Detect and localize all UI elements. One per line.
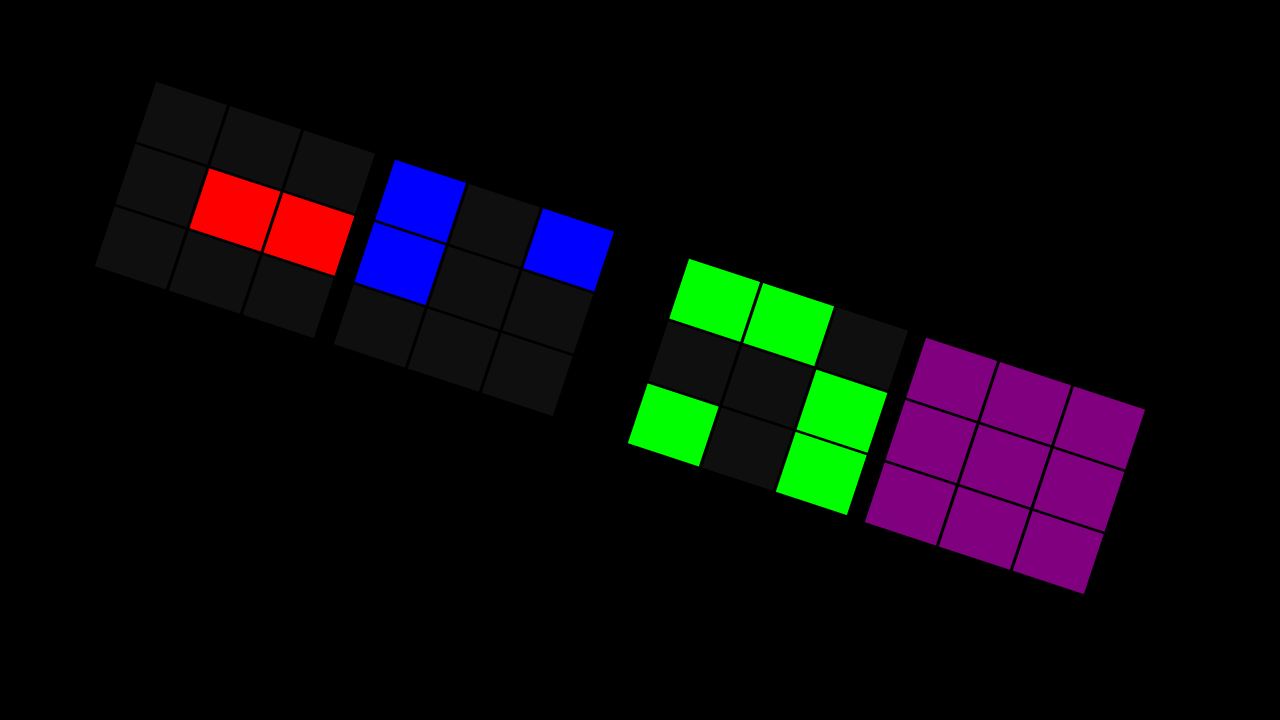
grid-cell-0-0[interactable] [136,81,228,165]
grid-cell-0-2[interactable] [523,208,615,292]
grid-cell-1-1[interactable] [959,424,1051,508]
grid-cell-2-0[interactable] [627,383,719,467]
grid-cell-2-0[interactable] [94,206,186,290]
grid-cell-2-1[interactable] [938,486,1030,570]
grid-cell-0-2[interactable] [284,130,376,214]
grid-cell-0-2[interactable] [817,307,909,391]
grid-cell-1-0[interactable] [115,144,207,228]
grid-cell-0-0[interactable] [906,337,998,421]
grid-cell-0-0[interactable] [669,258,761,342]
grid-cell-2-2[interactable] [481,332,573,417]
grid-cell-2-2[interactable] [775,431,867,516]
grid-cell-0-1[interactable] [980,362,1072,446]
grid-cell-1-1[interactable] [189,168,281,252]
grid-cell-2-1[interactable] [701,407,793,491]
grid-cell-0-1[interactable] [743,283,835,367]
grid-cell-1-1[interactable] [428,246,520,330]
grid-cell-2-0[interactable] [333,284,425,368]
purple-grid [864,337,1146,595]
red-grid [94,81,376,339]
grid-cell-2-2[interactable] [242,254,334,339]
grid-cell-0-1[interactable] [210,106,302,190]
grid-cell-2-0[interactable] [864,462,956,546]
grid-cell-1-1[interactable] [722,345,814,429]
grid-cell-2-2[interactable] [1012,510,1104,595]
grid-cell-0-2[interactable] [1054,386,1146,470]
grid-cell-2-1[interactable] [407,308,499,392]
grid-cell-1-0[interactable] [648,321,740,405]
green-grid [627,258,909,516]
grid-cell-0-0[interactable] [375,159,467,243]
grid-cell-1-0[interactable] [354,222,446,306]
blue-grid [333,159,615,417]
grid-cell-0-1[interactable] [449,184,541,268]
grid-cell-1-2[interactable] [263,192,355,276]
grid-cell-1-2[interactable] [1033,448,1125,532]
grid-cell-1-0[interactable] [885,400,977,484]
grid-cell-2-1[interactable] [168,230,260,314]
grid-cell-1-2[interactable] [502,270,594,354]
grid-cell-1-2[interactable] [796,369,888,453]
